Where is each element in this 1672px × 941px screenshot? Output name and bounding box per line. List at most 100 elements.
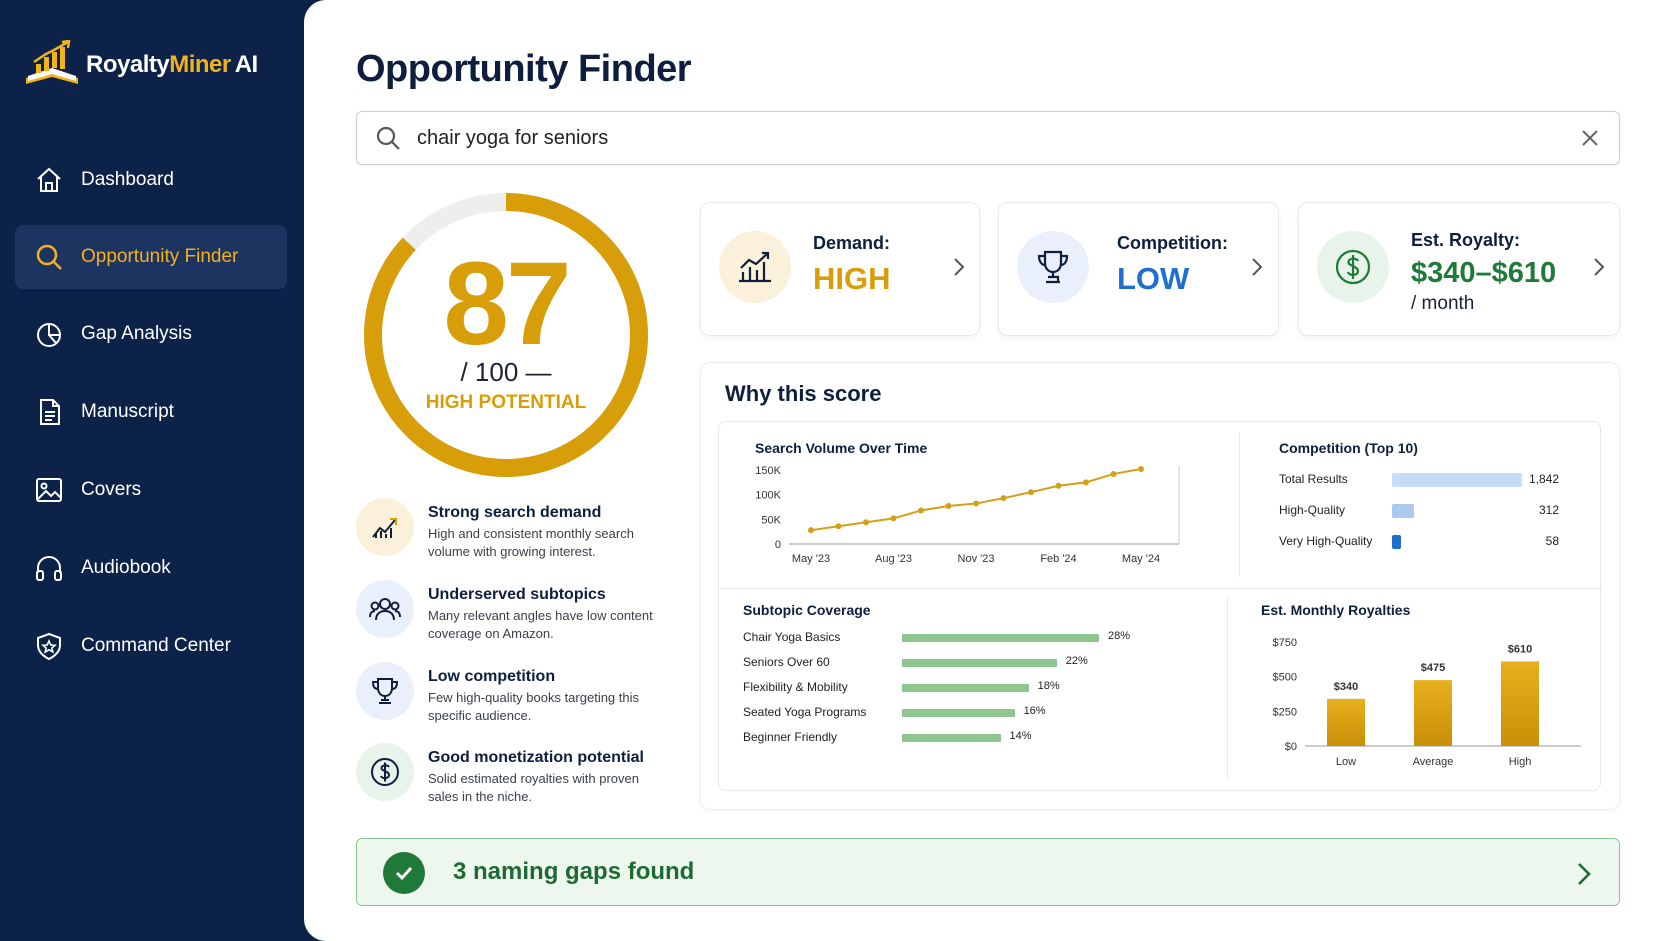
chevron-right-icon [1594,258,1605,276]
x-tick-label: Nov '23 [958,553,995,565]
search-volume-point [918,507,924,514]
subtopic-label: Flexibility & Mobility [743,680,848,694]
logo-text-royalty: Royalty [86,51,170,78]
sidebar-item-label: Command Center [81,635,231,656]
y-tick-label: $0 [1285,741,1297,753]
competition-value-label: 1,842 [1529,472,1560,486]
why-title: Why this score [725,381,882,406]
subtopic-label: Beginner Friendly [743,730,838,744]
y-tick-label: $500 [1273,672,1297,684]
page-title: Opportunity Finder [356,48,692,90]
search-volume-point [1110,470,1117,477]
reason-monetization: Good monetization potential Solid estimat… [356,743,656,813]
image-icon [33,474,65,506]
search-volume-point [1000,495,1007,502]
score-ring [364,193,648,477]
competition-bar [1392,535,1401,549]
search-volume-point [808,527,814,534]
naming-gaps-text: 3 naming gaps found [453,858,695,885]
book-chart-logo-icon [26,40,78,84]
y-tick-label: $250 [1273,706,1297,718]
subtopic-value-label: 16% [1023,705,1046,717]
competition-category-label: High-Quality [1279,503,1346,517]
chevron-right-icon [954,258,965,276]
reason-desc: Many relevant angles have low content co… [428,608,653,641]
search-volume-point [1055,482,1062,489]
royalty-category-label: Average [1413,756,1454,768]
competition-value-label: 312 [1538,503,1559,517]
competition-label: Competition: [1117,233,1228,253]
sidebar-item-gap-analysis[interactable]: Gap Analysis [15,302,287,366]
sidebar-item-dashboard[interactable]: Dashboard [15,148,287,212]
subtopic-coverage-chart: Chair Yoga Basics 28% Seniors Over 60 22% Fl… [743,630,1203,770]
search-volume-point [1028,489,1034,496]
subtopic-coverage-title: Subtopic Coverage [743,602,871,618]
royalty-unit: / month [1411,293,1475,314]
search-volume-point [890,515,897,522]
sidebar-item-audiobook[interactable]: Audiobook [15,536,287,600]
royalty-category-label: High [1509,756,1532,768]
reason-title: Strong search demand [428,504,602,521]
royalty-value-label: $475 [1421,662,1445,674]
competition-category-label: Very High-Quality [1279,534,1373,548]
competition-top10-title: Competition (Top 10) [1279,440,1418,456]
search-input[interactable] [417,126,1579,150]
main-content: Opportunity Finder 87 / 100 — HIGH POTEN… [304,0,1672,941]
chevron-right-icon [1252,258,1263,276]
reason-desc: Solid estimated royalties with proven sa… [428,771,639,804]
subtopic-bar [902,659,1057,667]
reason-title: Low competition [428,668,556,685]
monthly-royalties-chart: $0 $250 $500 $750 $340 Low $475 Average $610 High [1273,637,1581,768]
score-arc [364,193,648,477]
competition-bar [1392,473,1522,487]
app-logo[interactable]: RoyaltyMiner AI [22,40,258,90]
subtopic-value-label: 22% [1065,655,1088,667]
charts-container: Search Volume Over Time 0 50K 100K 150K May … [718,421,1602,791]
competition-value: LOW [1117,261,1190,296]
sidebar-item-covers[interactable]: Covers [15,458,287,522]
search-bar[interactable] [356,111,1620,165]
reason-title: Underserved subtopics [428,586,606,603]
subtopic-bar [902,684,1029,692]
check-circle-icon [383,852,425,894]
royalty-bar [1327,698,1365,746]
reason-strong-demand: Strong search demand High and consistent … [356,498,656,568]
sidebar-item-label: Audiobook [81,557,171,578]
royalty-category-label: Low [1336,756,1356,768]
subtopic-value-label: 28% [1108,630,1131,642]
home-icon [33,164,65,196]
sidebar-item-manuscript[interactable]: Manuscript [15,380,287,444]
y-tick-label: 150K [755,465,781,477]
y-tick-label: 0 [775,539,781,551]
subtopic-label: Seniors Over 60 [743,655,830,669]
search-volume-point [1138,466,1144,473]
sidebar-item-command-center[interactable]: Command Center [15,614,287,678]
pie-chart-icon [33,318,65,350]
sidebar-item-label: Opportunity Finder [81,246,239,267]
royalty-value-label: $610 [1508,643,1532,655]
royalty-card[interactable]: Est. Royalty: $340–$610 / month [1298,202,1620,336]
demand-card[interactable]: Demand: HIGH [700,202,980,336]
subtopic-bar [902,734,1001,742]
sidebar: RoyaltyMiner AI Dashboard Opportunity Fin… [0,0,304,941]
search-icon [376,126,400,150]
reason-desc: Few high-quality books targeting this sp… [428,690,640,723]
clear-search-icon[interactable] [1579,127,1601,149]
subtopic-bar [902,709,1015,717]
competition-chart: Total Results 1,842 High-Quality 312 Very Hi… [1279,472,1599,572]
reason-desc: High and consistent monthly search volum… [428,526,634,559]
search-volume-point [945,503,952,510]
subtopic-label: Seated Yoga Programs [743,705,867,719]
naming-gaps-banner[interactable]: 3 naming gaps found [356,838,1620,906]
search-volume-chart: 0 50K 100K 150K May '23 Aug '23 Nov '23 Feb '24… [755,465,1180,565]
royalty-bar [1501,661,1539,746]
search-volume-point [973,500,979,507]
chevron-right-icon [1578,863,1591,885]
x-tick-label: May '24 [1122,553,1160,565]
search-volume-point [835,523,842,530]
score-value: 87 [443,238,571,370]
score-max: / 100 — [460,357,552,387]
sidebar-item-opportunity-finder[interactable]: Opportunity Finder [15,225,287,289]
why-this-score-panel: Why this score Search Volume Over Time 0… [700,362,1620,810]
competition-card[interactable]: Competition: LOW [998,202,1279,336]
